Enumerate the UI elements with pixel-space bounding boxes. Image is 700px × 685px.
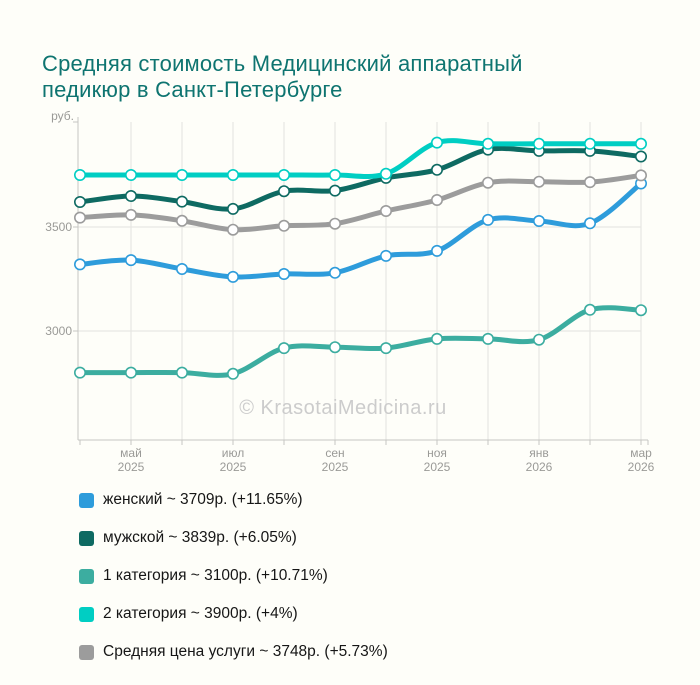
page-title: Средняя стоимость Медицинский аппаратный… <box>42 51 642 103</box>
x-tick-month: сен <box>325 446 344 460</box>
data-point-marker <box>430 244 443 257</box>
y-axis-unit-label: руб. <box>51 109 74 123</box>
data-point-marker <box>227 202 240 215</box>
series-markers-1 <box>74 143 647 215</box>
data-point-marker <box>634 150 647 163</box>
data-point-marker <box>74 211 87 224</box>
legend-label: Средняя цена услуги ~ 3748р. (+5.73%) <box>103 643 388 660</box>
data-point-marker <box>532 215 545 228</box>
data-point-marker <box>227 223 240 236</box>
data-point-marker <box>328 217 341 230</box>
data-point-marker <box>125 366 138 379</box>
legend-item-0[interactable]: женский ~ 3709р. (+11.65%) <box>79 491 388 509</box>
series-markers-2 <box>74 303 647 380</box>
data-point-marker <box>532 137 545 150</box>
x-tick-month: июл <box>222 446 244 460</box>
legend-label: мужской ~ 3839р. (+6.05%) <box>103 529 297 546</box>
y-tick-label: 3000 <box>45 324 72 338</box>
data-point-marker <box>176 262 189 275</box>
page-title-line1: Средняя стоимость Медицинский аппаратный <box>42 50 523 76</box>
data-point-marker <box>379 167 392 180</box>
data-point-marker <box>583 176 596 189</box>
data-point-marker <box>379 249 392 262</box>
data-point-marker <box>328 341 341 354</box>
legend-label: 1 категория ~ 3100р. (+10.71%) <box>103 567 328 584</box>
data-point-marker <box>634 137 647 150</box>
data-point-marker <box>481 176 494 189</box>
data-point-marker <box>176 214 189 227</box>
x-tick-month: ноя <box>427 446 447 460</box>
data-point-marker <box>227 367 240 380</box>
data-point-marker <box>430 136 443 149</box>
data-point-marker <box>430 194 443 207</box>
x-tick-month: янв <box>529 446 549 460</box>
data-point-marker <box>227 270 240 283</box>
data-point-marker <box>125 190 138 203</box>
x-tick-year: 2025 <box>220 460 247 474</box>
series-markers-3 <box>74 136 647 182</box>
x-tick-month: мар <box>630 446 652 460</box>
legend-item-1[interactable]: мужской ~ 3839р. (+6.05%) <box>79 529 388 547</box>
x-tick-year: 2025 <box>322 460 349 474</box>
data-point-marker <box>227 169 240 182</box>
data-point-marker <box>125 169 138 182</box>
legend-label: женский ~ 3709р. (+11.65%) <box>103 491 303 508</box>
price-trend-chart: 35003000руб.май2025июл2025сен2025ноя2025… <box>45 109 655 474</box>
data-point-marker <box>532 333 545 346</box>
page-title-line2: педикюр в Санкт-Петербурге <box>42 76 343 102</box>
x-tick-year: 2026 <box>628 460 655 474</box>
legend-swatch <box>79 568 94 584</box>
data-point-marker <box>481 213 494 226</box>
chart-legend: женский ~ 3709р. (+11.65%) мужской ~ 3839… <box>79 491 388 681</box>
data-point-marker <box>379 205 392 218</box>
data-point-marker <box>176 195 189 208</box>
legend-swatch <box>79 644 94 660</box>
data-point-marker <box>634 169 647 182</box>
legend-swatch <box>79 492 94 508</box>
series-markers-0 <box>74 177 647 283</box>
data-point-marker <box>176 366 189 379</box>
data-point-marker <box>481 332 494 345</box>
x-tick-month: май <box>120 446 142 460</box>
legend-item-2[interactable]: 1 категория ~ 3100р. (+10.71%) <box>79 567 388 585</box>
series-markers-4 <box>74 169 647 236</box>
watermark: © KrasotaiMedicina.ru <box>239 397 447 419</box>
data-point-marker <box>277 185 290 198</box>
data-point-marker <box>328 169 341 182</box>
legend-item-3[interactable]: 2 категория ~ 3900р. (+4%) <box>79 605 388 623</box>
series-line-2 <box>77 305 644 378</box>
data-point-marker <box>277 169 290 182</box>
legend-label: 2 категория ~ 3900р. (+4%) <box>103 605 298 622</box>
legend-swatch <box>79 606 94 622</box>
y-tick-label: 3500 <box>45 220 72 234</box>
data-point-marker <box>176 169 189 182</box>
x-tick-year: 2025 <box>424 460 451 474</box>
x-tick-year: 2026 <box>526 460 553 474</box>
data-point-marker <box>634 304 647 317</box>
data-point-marker <box>74 169 87 182</box>
data-point-marker <box>379 342 392 355</box>
data-point-marker <box>430 332 443 345</box>
data-point-marker <box>74 366 87 379</box>
data-point-marker <box>328 266 341 279</box>
legend-item-4[interactable]: Средняя цена услуги ~ 3748р. (+5.73%) <box>79 643 388 661</box>
data-point-marker <box>532 175 545 188</box>
data-point-marker <box>328 184 341 197</box>
data-point-marker <box>277 219 290 232</box>
data-point-marker <box>74 258 87 271</box>
data-point-marker <box>277 342 290 355</box>
data-point-marker <box>74 196 87 209</box>
data-point-marker <box>481 137 494 150</box>
data-point-marker <box>277 267 290 280</box>
series-line-3 <box>77 138 644 179</box>
data-point-marker <box>430 163 443 176</box>
data-point-marker <box>583 217 596 230</box>
data-point-marker <box>125 254 138 267</box>
legend-swatch <box>79 530 94 546</box>
data-point-marker <box>583 303 596 316</box>
data-point-marker <box>583 137 596 150</box>
data-point-marker <box>125 208 138 221</box>
x-tick-year: 2025 <box>118 460 145 474</box>
